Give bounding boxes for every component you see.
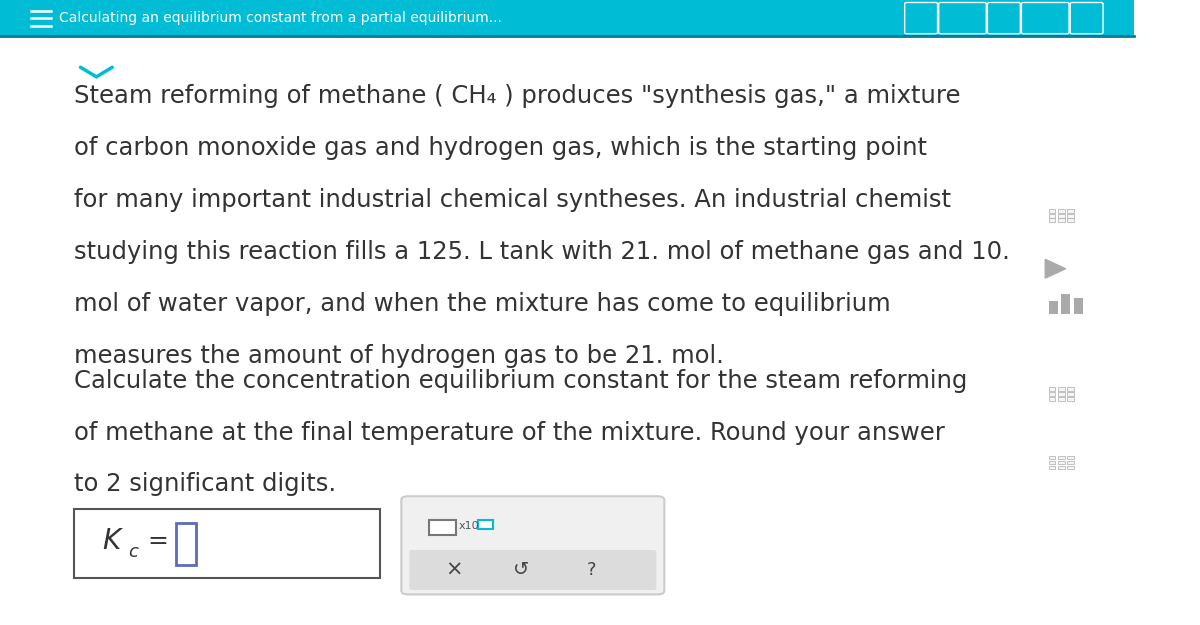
FancyBboxPatch shape <box>1049 209 1056 213</box>
Text: mol of water vapor, and when the mixture has come to equilibrium: mol of water vapor, and when the mixture… <box>73 292 890 316</box>
FancyBboxPatch shape <box>175 522 196 565</box>
FancyBboxPatch shape <box>1057 461 1064 464</box>
Text: ×: × <box>445 560 462 580</box>
Text: of carbon monoxide gas and hydrogen gas, which is the starting point: of carbon monoxide gas and hydrogen gas,… <box>73 136 926 160</box>
FancyBboxPatch shape <box>1057 456 1064 459</box>
FancyBboxPatch shape <box>0 0 1134 36</box>
FancyBboxPatch shape <box>1049 392 1056 396</box>
FancyBboxPatch shape <box>1067 456 1074 459</box>
FancyBboxPatch shape <box>1049 466 1056 469</box>
Text: measures the amount of hydrogen gas to be 21. mol.: measures the amount of hydrogen gas to b… <box>73 344 724 367</box>
FancyBboxPatch shape <box>1057 387 1064 391</box>
Text: =: = <box>148 529 168 552</box>
FancyBboxPatch shape <box>938 2 986 34</box>
Polygon shape <box>1045 259 1066 278</box>
FancyBboxPatch shape <box>401 496 665 594</box>
FancyBboxPatch shape <box>1057 214 1064 218</box>
FancyBboxPatch shape <box>1057 209 1064 213</box>
Text: studying this reaction fills a 125. L tank with 21. mol of methane gas and 10.: studying this reaction fills a 125. L ta… <box>73 240 1009 264</box>
FancyBboxPatch shape <box>1057 218 1064 222</box>
FancyBboxPatch shape <box>409 550 656 590</box>
Text: Calculate the concentration equilibrium constant for the steam reforming: Calculate the concentration equilibrium … <box>73 369 967 392</box>
FancyBboxPatch shape <box>1067 392 1074 396</box>
FancyBboxPatch shape <box>1049 214 1056 218</box>
FancyBboxPatch shape <box>988 2 1020 34</box>
Text: of methane at the final temperature of the mixture. Round your answer: of methane at the final temperature of t… <box>73 421 944 444</box>
FancyBboxPatch shape <box>1067 466 1074 469</box>
FancyBboxPatch shape <box>1061 294 1070 314</box>
FancyBboxPatch shape <box>1049 218 1056 222</box>
Text: c: c <box>128 543 138 561</box>
FancyBboxPatch shape <box>1074 298 1082 314</box>
FancyBboxPatch shape <box>1067 387 1074 391</box>
Text: Steam reforming of methane ( CH₄ ) produces "synthesis gas," a mixture: Steam reforming of methane ( CH₄ ) produ… <box>73 84 960 108</box>
FancyBboxPatch shape <box>409 501 656 550</box>
FancyBboxPatch shape <box>1049 301 1057 314</box>
Text: $K$: $K$ <box>102 527 124 554</box>
FancyBboxPatch shape <box>1057 466 1064 469</box>
FancyBboxPatch shape <box>1067 209 1074 213</box>
FancyBboxPatch shape <box>479 521 493 529</box>
FancyBboxPatch shape <box>1057 392 1064 396</box>
FancyBboxPatch shape <box>1049 456 1056 459</box>
FancyBboxPatch shape <box>905 2 937 34</box>
Text: ↺: ↺ <box>514 561 529 579</box>
Text: to 2 significant digits.: to 2 significant digits. <box>73 472 336 496</box>
FancyBboxPatch shape <box>1049 461 1056 464</box>
FancyBboxPatch shape <box>1067 214 1074 218</box>
Text: for many important industrial chemical syntheses. An industrial chemist: for many important industrial chemical s… <box>73 188 950 212</box>
FancyBboxPatch shape <box>1067 397 1074 401</box>
FancyBboxPatch shape <box>1057 397 1064 401</box>
FancyBboxPatch shape <box>1070 2 1103 34</box>
FancyBboxPatch shape <box>1067 218 1074 222</box>
Text: x10: x10 <box>460 521 480 531</box>
Text: Calculating an equilibrium constant from a partial equilibrium...: Calculating an equilibrium constant from… <box>59 11 502 25</box>
FancyBboxPatch shape <box>428 521 456 536</box>
FancyBboxPatch shape <box>1021 2 1069 34</box>
FancyBboxPatch shape <box>1049 397 1056 401</box>
FancyBboxPatch shape <box>1049 387 1056 391</box>
FancyBboxPatch shape <box>73 509 379 578</box>
Text: ?: ? <box>587 561 596 579</box>
FancyBboxPatch shape <box>1067 461 1074 464</box>
